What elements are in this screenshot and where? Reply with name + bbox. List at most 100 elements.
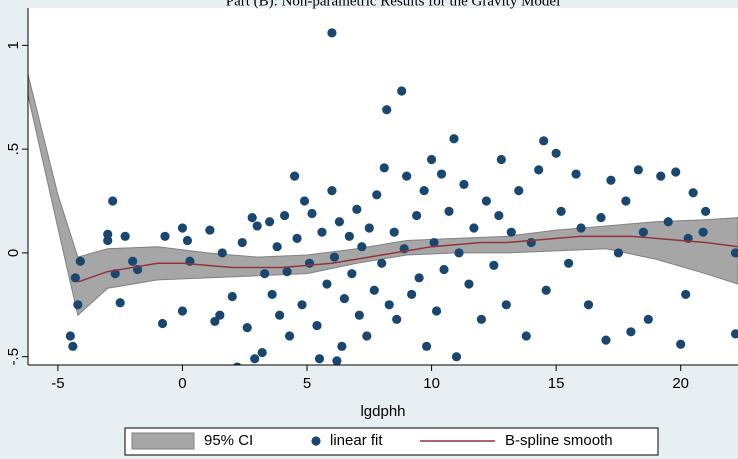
- scatter-point: [377, 258, 387, 268]
- scatter-point: [633, 165, 643, 175]
- scatter-point: [563, 258, 574, 268]
- scatter-point: [606, 175, 616, 185]
- scatter-point: [347, 269, 357, 279]
- scatter-point: [314, 354, 325, 364]
- scatter-point: [242, 323, 252, 333]
- scatter-point: [436, 169, 447, 179]
- scatter-point: [539, 136, 549, 146]
- scatter-point: [431, 306, 442, 316]
- scatter-point: [643, 314, 653, 324]
- scatter-point: [205, 225, 215, 235]
- scatter-point: [454, 248, 464, 258]
- x-tick-label: 20: [672, 375, 689, 392]
- legend-items: 95% CI linear fit B-spline smooth: [131, 432, 613, 450]
- y-tick-label: 1: [5, 41, 22, 49]
- scatter-point: [534, 165, 544, 175]
- x-tick-label: 0: [178, 375, 186, 392]
- scatter-point: [284, 331, 295, 341]
- plot-area: [28, 8, 738, 365]
- plot-layer: [28, 28, 738, 365]
- scatter-point: [329, 252, 340, 262]
- scatter-point: [501, 300, 511, 310]
- scatter-point: [556, 206, 566, 217]
- scatter-point: [352, 204, 362, 214]
- scatter-point: [120, 231, 130, 241]
- scatter-point: [571, 169, 581, 179]
- legend-label: B-spline smooth: [505, 432, 613, 449]
- legend-swatch: [131, 432, 195, 450]
- scatter-point: [250, 354, 260, 364]
- scatter-point: [75, 256, 85, 266]
- legend-label: 95% CI: [204, 432, 253, 449]
- scatter-point: [688, 188, 698, 198]
- legend: [124, 427, 659, 456]
- scatter-point: [272, 242, 282, 252]
- scatter-point: [730, 329, 738, 339]
- scatter-point: [541, 285, 551, 295]
- scatter-point: [384, 300, 394, 310]
- scatter-point: [307, 208, 317, 219]
- scatter-point: [412, 210, 422, 221]
- y-tick-label: -.5: [5, 348, 22, 366]
- scatter-point: [419, 186, 429, 196]
- scatter-point: [626, 327, 636, 337]
- scatter-point: [382, 105, 392, 115]
- scatter-point: [65, 331, 75, 341]
- scatter-point: [354, 310, 364, 320]
- scatter-point: [227, 291, 237, 302]
- scatter-point: [182, 235, 193, 246]
- scatter-point: [279, 210, 290, 221]
- scatter-point: [389, 227, 399, 237]
- scatter-point: [73, 300, 83, 310]
- scatter-point: [621, 196, 631, 206]
- scatter-point: [160, 231, 170, 241]
- scatter-point: [583, 300, 594, 310]
- scatter-point: [701, 206, 711, 217]
- x-axis-label: lgdphh: [360, 403, 405, 420]
- scatter-point: [357, 242, 367, 252]
- scatter-point: [177, 306, 188, 316]
- scatter-point: [128, 256, 138, 266]
- x-tick-label: 10: [423, 375, 440, 392]
- scatter-point: [292, 233, 302, 243]
- scatter-point: [327, 28, 337, 38]
- scatter-point: [551, 148, 561, 158]
- scatter-point: [337, 341, 347, 351]
- scatter-point: [663, 217, 673, 227]
- scatter-point: [671, 167, 681, 177]
- scatter-point: [429, 237, 439, 248]
- scatter-point: [339, 293, 349, 304]
- scatter-point: [730, 248, 738, 258]
- scatter-point: [496, 154, 506, 165]
- scatter-point: [596, 213, 606, 223]
- scatter-point: [297, 300, 307, 310]
- scatter-point: [247, 213, 257, 223]
- spline-line: [77, 235, 738, 283]
- scatter-point: [526, 237, 536, 248]
- scatter-point: [317, 227, 327, 237]
- scatter-point: [289, 171, 300, 181]
- scatter-point: [392, 314, 402, 324]
- x-tick-label: 15: [548, 375, 565, 392]
- scatter-point: [217, 248, 227, 258]
- scatter-point: [344, 231, 354, 241]
- scatter-point: [407, 289, 417, 300]
- scatter-point: [402, 171, 412, 181]
- scatter-point: [265, 217, 275, 227]
- scatter-point: [260, 269, 270, 279]
- scatter-point: [459, 179, 469, 190]
- y-tick-label: 0: [5, 249, 22, 257]
- scatter-point: [334, 217, 345, 227]
- scatter-point: [282, 266, 292, 277]
- scatter-point: [638, 227, 648, 237]
- scatter-point: [157, 318, 168, 329]
- scatter-point: [613, 248, 624, 258]
- scatter-point: [514, 186, 524, 196]
- scatter-point: [372, 190, 382, 200]
- x-tick-label: -5: [51, 375, 64, 392]
- scatter-point: [698, 227, 708, 237]
- scatter-point: [327, 186, 337, 196]
- scatter-point: [397, 86, 407, 96]
- x-tick-label: 5: [303, 375, 311, 392]
